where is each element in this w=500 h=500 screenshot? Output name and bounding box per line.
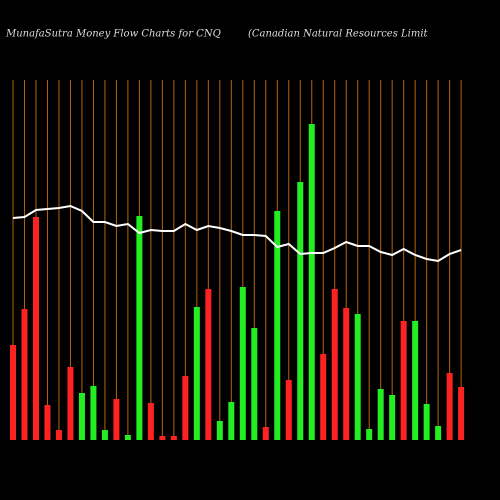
bar [320, 354, 327, 440]
bar [228, 402, 235, 440]
bar [101, 430, 108, 440]
bar [216, 421, 223, 440]
bar [55, 430, 62, 440]
chart-subtitle: (Canadian Natural Resources Limit [248, 29, 429, 40]
bar [159, 436, 166, 440]
bar [435, 426, 442, 440]
bar [400, 321, 407, 440]
bar [331, 289, 338, 440]
bar [412, 321, 419, 440]
bar [193, 307, 200, 440]
bar [377, 389, 384, 440]
bar [10, 345, 16, 440]
bar [32, 217, 39, 440]
bar [343, 308, 350, 440]
bar [113, 399, 120, 440]
bar [124, 435, 131, 440]
bar [251, 328, 258, 440]
bar [308, 124, 315, 440]
bar [297, 182, 304, 440]
bar [274, 211, 281, 440]
bar [170, 436, 177, 440]
money-flow-line [12, 204, 462, 263]
bar [389, 395, 396, 440]
bar [78, 393, 85, 440]
bar [366, 429, 373, 440]
bar [458, 387, 465, 440]
bar [239, 287, 246, 440]
bar [90, 386, 97, 440]
chart-title: MunafaSutra Money Flow Charts for CNQ [5, 29, 221, 40]
bar [262, 427, 269, 440]
bar [67, 367, 74, 440]
bar [136, 216, 143, 440]
bar [285, 380, 292, 440]
bar [182, 376, 189, 440]
bar [147, 403, 154, 440]
bar [21, 309, 28, 440]
bar [446, 373, 453, 440]
bar [354, 314, 361, 440]
bar [44, 405, 51, 440]
bar [423, 404, 430, 440]
bar [205, 289, 212, 440]
